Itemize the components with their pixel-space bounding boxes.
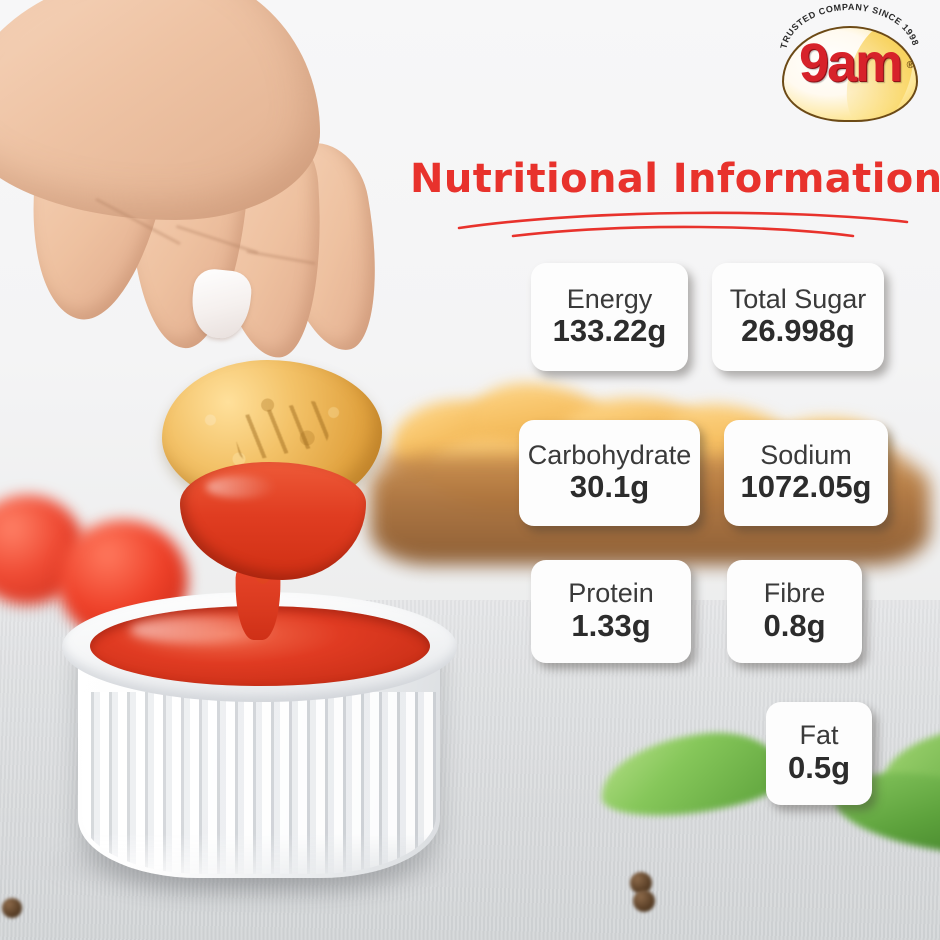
nutrient-label: Energy (566, 283, 653, 314)
nutrient-card-carbohydrate: Carbohydrate 30.1g (519, 420, 700, 526)
page-title-text: Nutritional Information (410, 156, 940, 202)
nutrient-card-energy: Energy 133.22g (531, 263, 688, 371)
nutrient-card-fat: Fat 0.5g (766, 702, 872, 805)
nutrient-value: 133.22g (552, 313, 667, 349)
nutrient-value: 1072.05g (740, 469, 872, 505)
peppercorn (630, 872, 652, 894)
title-underline-decoration (457, 211, 909, 238)
nutrient-value: 1.33g (571, 607, 651, 643)
nutrient-value: 0.5g (787, 749, 851, 785)
nutrient-label: Total Sugar (729, 283, 867, 314)
ramekin-ridges (82, 692, 436, 874)
nutrient-card-sodium: Sodium 1072.05g (724, 420, 888, 526)
ketchup-ramekin (62, 592, 457, 882)
brand-logo[interactable]: 9am ® TRUSTED COMPANY SINCE 1998 (774, 2, 926, 126)
nutrient-value: 0.8g (763, 607, 826, 643)
peppercorn (2, 898, 22, 918)
logo-shield-shape (782, 26, 918, 122)
nutrient-value: 26.998g (741, 313, 855, 349)
page-title: Nutritional Information (410, 152, 940, 208)
logo-wordmark: 9am (798, 33, 903, 93)
nutrient-card-total-sugar: Total Sugar 26.998g (712, 263, 884, 371)
nutrient-label: Carbohydrate (527, 439, 692, 470)
nutrient-label: Fat (799, 720, 839, 751)
palm (0, 0, 320, 220)
hand (0, 0, 430, 450)
nutrient-label: Protein (568, 578, 654, 609)
nutrient-card-protein: Protein 1.33g (531, 560, 691, 663)
nutrient-value: 30.1g (569, 469, 650, 505)
registered-trademark-icon: ® (906, 60, 914, 71)
peppercorn (633, 890, 655, 912)
nutrient-label: Fibre (763, 578, 826, 609)
nutrient-label: Sodium (760, 439, 852, 470)
nutrient-card-fibre: Fibre 0.8g (727, 560, 862, 663)
logo-tagline-arc: TRUSTED COMPANY SINCE 1998 (778, 2, 920, 50)
logo-tagline: TRUSTED COMPANY SINCE 1998 (778, 2, 920, 50)
